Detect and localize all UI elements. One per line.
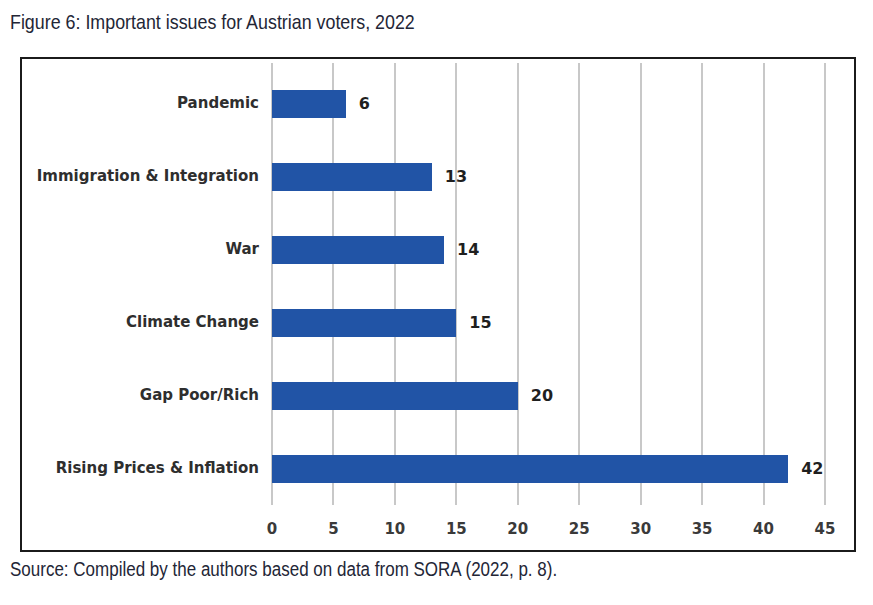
bar xyxy=(272,455,788,483)
gridline xyxy=(578,63,580,505)
category-label: Climate Change xyxy=(22,313,259,331)
x-tick-label: 5 xyxy=(313,520,353,538)
x-tick-label: 20 xyxy=(498,520,538,538)
gridline xyxy=(701,63,703,505)
x-tick-label: 35 xyxy=(682,520,722,538)
bar xyxy=(272,309,456,337)
bar xyxy=(272,163,432,191)
bar xyxy=(272,382,518,410)
bar xyxy=(272,90,346,118)
category-label: Immigration & Integration xyxy=(22,167,259,185)
gridline xyxy=(763,63,765,505)
value-label: 13 xyxy=(445,167,467,186)
x-tick-label: 15 xyxy=(436,520,476,538)
value-label: 14 xyxy=(457,240,479,259)
x-tick-label: 30 xyxy=(621,520,661,538)
gridline xyxy=(517,63,519,505)
x-tick-label: 0 xyxy=(252,520,292,538)
x-tick-label: 10 xyxy=(375,520,415,538)
gridline xyxy=(824,63,826,505)
gridline xyxy=(332,63,334,505)
category-label: War xyxy=(22,240,259,258)
category-label: Gap Poor/Rich xyxy=(22,386,259,404)
x-tick-label: 45 xyxy=(805,520,845,538)
value-label: 20 xyxy=(531,386,553,405)
category-label: Rising Prices & Inflation xyxy=(22,459,259,477)
category-label: Pandemic xyxy=(22,94,259,112)
gridline xyxy=(271,63,273,505)
value-label: 6 xyxy=(359,94,370,113)
chart-frame: 0 5 10 15 20 25 30 35 40 45 Pandemic 6 Immigration &… xyxy=(20,57,856,552)
gridline xyxy=(394,63,396,505)
value-label: 15 xyxy=(469,313,491,332)
x-tick-label: 40 xyxy=(744,520,784,538)
gridline xyxy=(455,63,457,505)
gridline xyxy=(640,63,642,505)
bar xyxy=(272,236,444,264)
chart-plot: 0 5 10 15 20 25 30 35 40 45 Pandemic 6 Immigration &… xyxy=(22,59,854,550)
value-label: 42 xyxy=(801,459,823,478)
x-tick-label: 25 xyxy=(559,520,599,538)
source-note: Source: Compiled by the authors based on… xyxy=(10,558,557,581)
figure-title: Figure 6: Important issues for Austrian … xyxy=(10,10,415,34)
